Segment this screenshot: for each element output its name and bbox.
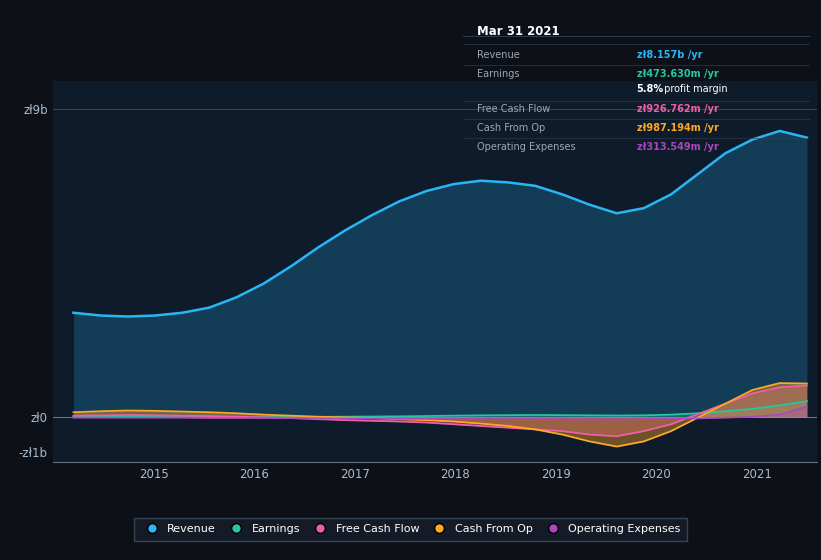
Text: Earnings: Earnings <box>477 69 520 78</box>
Text: zł8.157b /yr: zł8.157b /yr <box>636 50 702 60</box>
Legend: Revenue, Earnings, Free Cash Flow, Cash From Op, Operating Expenses: Revenue, Earnings, Free Cash Flow, Cash … <box>134 517 687 541</box>
Text: Free Cash Flow: Free Cash Flow <box>477 104 550 114</box>
Text: Revenue: Revenue <box>477 50 520 60</box>
Text: Operating Expenses: Operating Expenses <box>477 142 576 152</box>
Text: zł313.549m /yr: zł313.549m /yr <box>636 142 718 152</box>
Text: profit margin: profit margin <box>661 85 727 95</box>
Text: zł473.630m /yr: zł473.630m /yr <box>636 69 718 78</box>
Text: 5.8%: 5.8% <box>636 85 663 95</box>
Text: zł926.762m /yr: zł926.762m /yr <box>636 104 718 114</box>
Text: Mar 31 2021: Mar 31 2021 <box>477 25 559 38</box>
Text: Cash From Op: Cash From Op <box>477 123 545 133</box>
Text: zł987.194m /yr: zł987.194m /yr <box>636 123 718 133</box>
